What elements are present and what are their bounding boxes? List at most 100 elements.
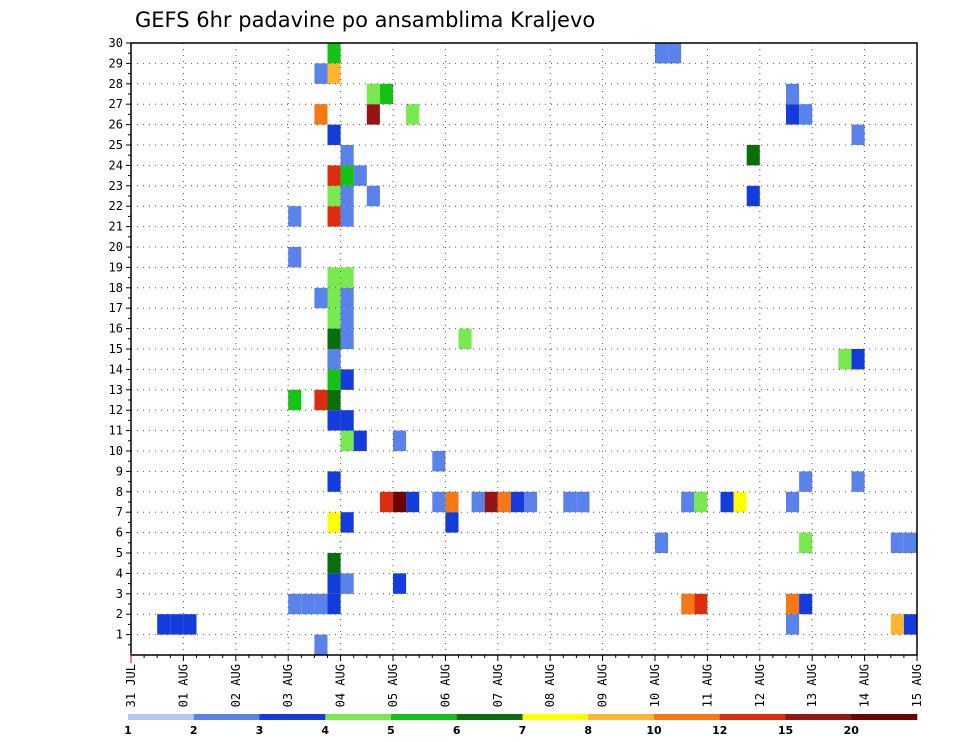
colorbar-swatch [785, 714, 852, 720]
y-tick-label: 24 [109, 158, 123, 172]
heatmap-cell [379, 83, 393, 105]
x-tick-label: 15 AUG [910, 664, 924, 707]
heatmap-cell [157, 614, 171, 635]
colorbar-label: 10 [646, 724, 662, 737]
heatmap-cell [366, 185, 380, 207]
x-tick-label: 12 AUG [753, 664, 767, 707]
x-axis: 31 JUL 01 AUG 02 AUG 03 AUG 04 AUG 05 AUG 06 A… [124, 653, 924, 707]
heatmap-cell [314, 593, 328, 615]
y-tick-label: 26 [109, 118, 123, 132]
colorbar-label: 12 [712, 724, 727, 737]
y-tick-label: 7 [116, 505, 123, 519]
heatmap-cell [903, 614, 917, 635]
heatmap-cell [327, 553, 341, 574]
heatmap-cell [484, 491, 498, 513]
y-tick-label: 9 [116, 464, 123, 478]
heatmap-cell [327, 124, 341, 145]
x-tick-label: 11 AUG [700, 664, 714, 707]
heatmap-cell [301, 593, 315, 615]
heatmap-cells [157, 43, 917, 655]
heatmap-cell [327, 471, 341, 492]
y-tick-label: 13 [109, 383, 123, 397]
x-tick-label: 10 AUG [648, 664, 662, 707]
heatmap-cell [340, 145, 354, 166]
colorbar-swatch [391, 714, 458, 720]
colorbar-swatch [588, 714, 655, 720]
y-tick-label: 14 [109, 362, 123, 376]
heatmap-cell [786, 83, 800, 105]
heatmap-cell [314, 63, 328, 84]
heatmap-cell [314, 389, 328, 411]
heatmap-cell [786, 104, 800, 125]
colorbar-label: 6 [453, 724, 461, 737]
y-tick-label: 18 [109, 281, 123, 295]
colorbar-label: 20 [844, 724, 860, 737]
x-tick-label: 02 AUG [229, 664, 243, 707]
heatmap-cell [655, 532, 669, 553]
heatmap-cell [890, 614, 904, 635]
colorbar-swatch [128, 714, 195, 720]
x-tick-label: 07 AUG [491, 664, 505, 707]
heatmap-cell [681, 593, 695, 615]
heatmap-cell [353, 165, 367, 186]
heatmap-cell [327, 328, 341, 349]
colorbar-label: 8 [584, 724, 592, 737]
heatmap-cell [799, 471, 813, 492]
heatmap-cell [655, 43, 669, 64]
y-tick-label: 23 [109, 179, 123, 193]
x-tick-label: 05 AUG [386, 664, 400, 707]
heatmap-cell [327, 308, 341, 329]
y-tick-label: 10 [109, 444, 123, 458]
heatmap-cell [903, 532, 917, 553]
heatmap-cell [288, 593, 302, 615]
heatmap-cell [327, 287, 341, 309]
heatmap-cell [327, 63, 341, 84]
colorbar-legend: 1 2 3 4 5 6 7 8 10 12 15 20 [124, 714, 918, 737]
heatmap-cell [340, 308, 354, 329]
heatmap-cell [327, 369, 341, 390]
heatmap-cell [746, 145, 760, 166]
heatmap-cell [170, 614, 184, 635]
colorbar-label: 4 [321, 724, 329, 737]
heatmap-cell [340, 573, 354, 594]
heatmap-cell [340, 206, 354, 227]
colorbar-label: 7 [519, 724, 527, 737]
x-tick-label: 14 AUG [858, 664, 872, 707]
heatmap-cell [183, 614, 197, 635]
colorbar-swatch [719, 714, 786, 720]
heatmap-cell [786, 593, 800, 615]
colorbar-swatch [325, 714, 392, 720]
y-tick-label: 30 [109, 36, 123, 50]
heatmap-cell [694, 593, 708, 615]
heatmap-cell [327, 512, 341, 533]
y-tick-label: 17 [109, 301, 123, 315]
heatmap-cell [327, 43, 341, 64]
heatmap-cell [786, 491, 800, 513]
colorbar-swatch [851, 714, 918, 720]
heatmap-cell [851, 349, 865, 370]
heatmap-cell [327, 410, 341, 431]
heatmap-cell [340, 430, 354, 451]
heatmap-cell [288, 389, 302, 411]
y-tick-label: 19 [109, 260, 123, 274]
heatmap-cell [799, 104, 813, 125]
heatmap-cell [393, 430, 407, 451]
heatmap-cell [733, 491, 747, 513]
heatmap-cell [340, 512, 354, 533]
heatmap-cell [327, 185, 341, 207]
heatmap-cell [327, 573, 341, 594]
y-tick-label: 2 [116, 607, 123, 621]
y-tick-label: 15 [109, 342, 123, 356]
heatmap-cell [393, 491, 407, 513]
heatmap-cell [340, 267, 354, 288]
x-tick-label: 01 AUG [176, 664, 190, 707]
y-tick-label: 16 [109, 322, 123, 336]
heatmap-cell [576, 491, 590, 513]
heatmap-cell [694, 491, 708, 513]
grid-lines [131, 43, 917, 655]
heatmap-cell [851, 471, 865, 492]
x-tick-label: 31 JUL [124, 664, 138, 707]
x-tick-label: 04 AUG [334, 664, 348, 707]
colorbar-swatch [456, 714, 523, 720]
heatmap-cell [681, 491, 695, 513]
